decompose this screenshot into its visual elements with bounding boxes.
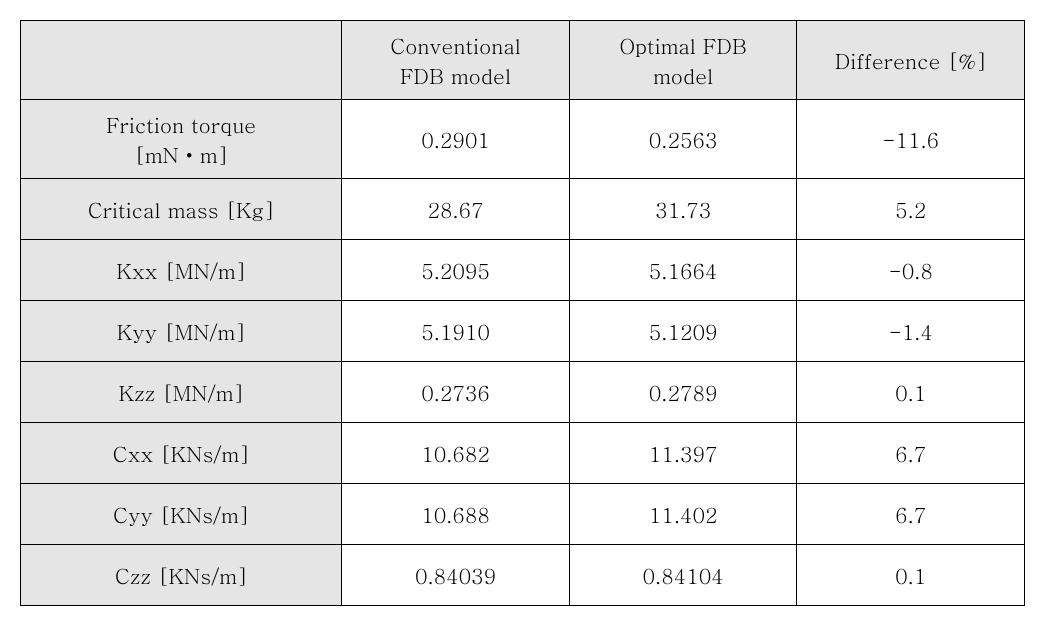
row-label: Czz [KNs/m] (21, 545, 342, 606)
row-label: Critical mass [Kg] (21, 179, 342, 240)
table-row: Friction torque[mN・m] 0.2901 0.2563 -11.… (21, 100, 1025, 179)
cell-difference: 0.1 (797, 545, 1025, 606)
cell-optimal: 31.73 (569, 179, 797, 240)
row-label: Friction torque[mN・m] (21, 100, 342, 179)
header-conventional: ConventionalFDB model (342, 21, 570, 100)
row-label: Cxx [KNs/m] (21, 423, 342, 484)
comparison-table: ConventionalFDB model Optimal FDBmodel D… (20, 20, 1025, 606)
table-header-row: ConventionalFDB model Optimal FDBmodel D… (21, 21, 1025, 100)
cell-conventional: 5.2095 (342, 240, 570, 301)
cell-difference: 5.2 (797, 179, 1025, 240)
cell-difference: 6.7 (797, 484, 1025, 545)
table-row: Critical mass [Kg] 28.67 31.73 5.2 (21, 179, 1025, 240)
cell-optimal: 11.397 (569, 423, 797, 484)
cell-difference: -11.6 (797, 100, 1025, 179)
cell-conventional: 10.688 (342, 484, 570, 545)
table-row: Czz [KNs/m] 0.84039 0.84104 0.1 (21, 545, 1025, 606)
table-body: Friction torque[mN・m] 0.2901 0.2563 -11.… (21, 100, 1025, 606)
table-row: Kyy [MN/m] 5.1910 5.1209 -1.4 (21, 301, 1025, 362)
row-label: Cyy [KNs/m] (21, 484, 342, 545)
row-label: Kyy [MN/m] (21, 301, 342, 362)
row-label: Kxx [MN/m] (21, 240, 342, 301)
cell-difference: -0.8 (797, 240, 1025, 301)
cell-conventional: 10.682 (342, 423, 570, 484)
cell-optimal: 5.1209 (569, 301, 797, 362)
cell-optimal: 0.84104 (569, 545, 797, 606)
cell-optimal: 11.402 (569, 484, 797, 545)
cell-difference: -1.4 (797, 301, 1025, 362)
table-row: Kxx [MN/m] 5.2095 5.1664 -0.8 (21, 240, 1025, 301)
table-header: ConventionalFDB model Optimal FDBmodel D… (21, 21, 1025, 100)
header-difference: Difference [%] (797, 21, 1025, 100)
cell-conventional: 0.2901 (342, 100, 570, 179)
table-row: Cyy [KNs/m] 10.688 11.402 6.7 (21, 484, 1025, 545)
cell-difference: 0.1 (797, 362, 1025, 423)
header-optimal: Optimal FDBmodel (569, 21, 797, 100)
header-empty (21, 21, 342, 100)
cell-optimal: 0.2789 (569, 362, 797, 423)
cell-optimal: 0.2563 (569, 100, 797, 179)
cell-optimal: 5.1664 (569, 240, 797, 301)
cell-conventional: 0.2736 (342, 362, 570, 423)
cell-conventional: 0.84039 (342, 545, 570, 606)
table-row: Kzz [MN/m] 0.2736 0.2789 0.1 (21, 362, 1025, 423)
table-row: Cxx [KNs/m] 10.682 11.397 6.7 (21, 423, 1025, 484)
cell-conventional: 5.1910 (342, 301, 570, 362)
cell-difference: 6.7 (797, 423, 1025, 484)
cell-conventional: 28.67 (342, 179, 570, 240)
row-label: Kzz [MN/m] (21, 362, 342, 423)
